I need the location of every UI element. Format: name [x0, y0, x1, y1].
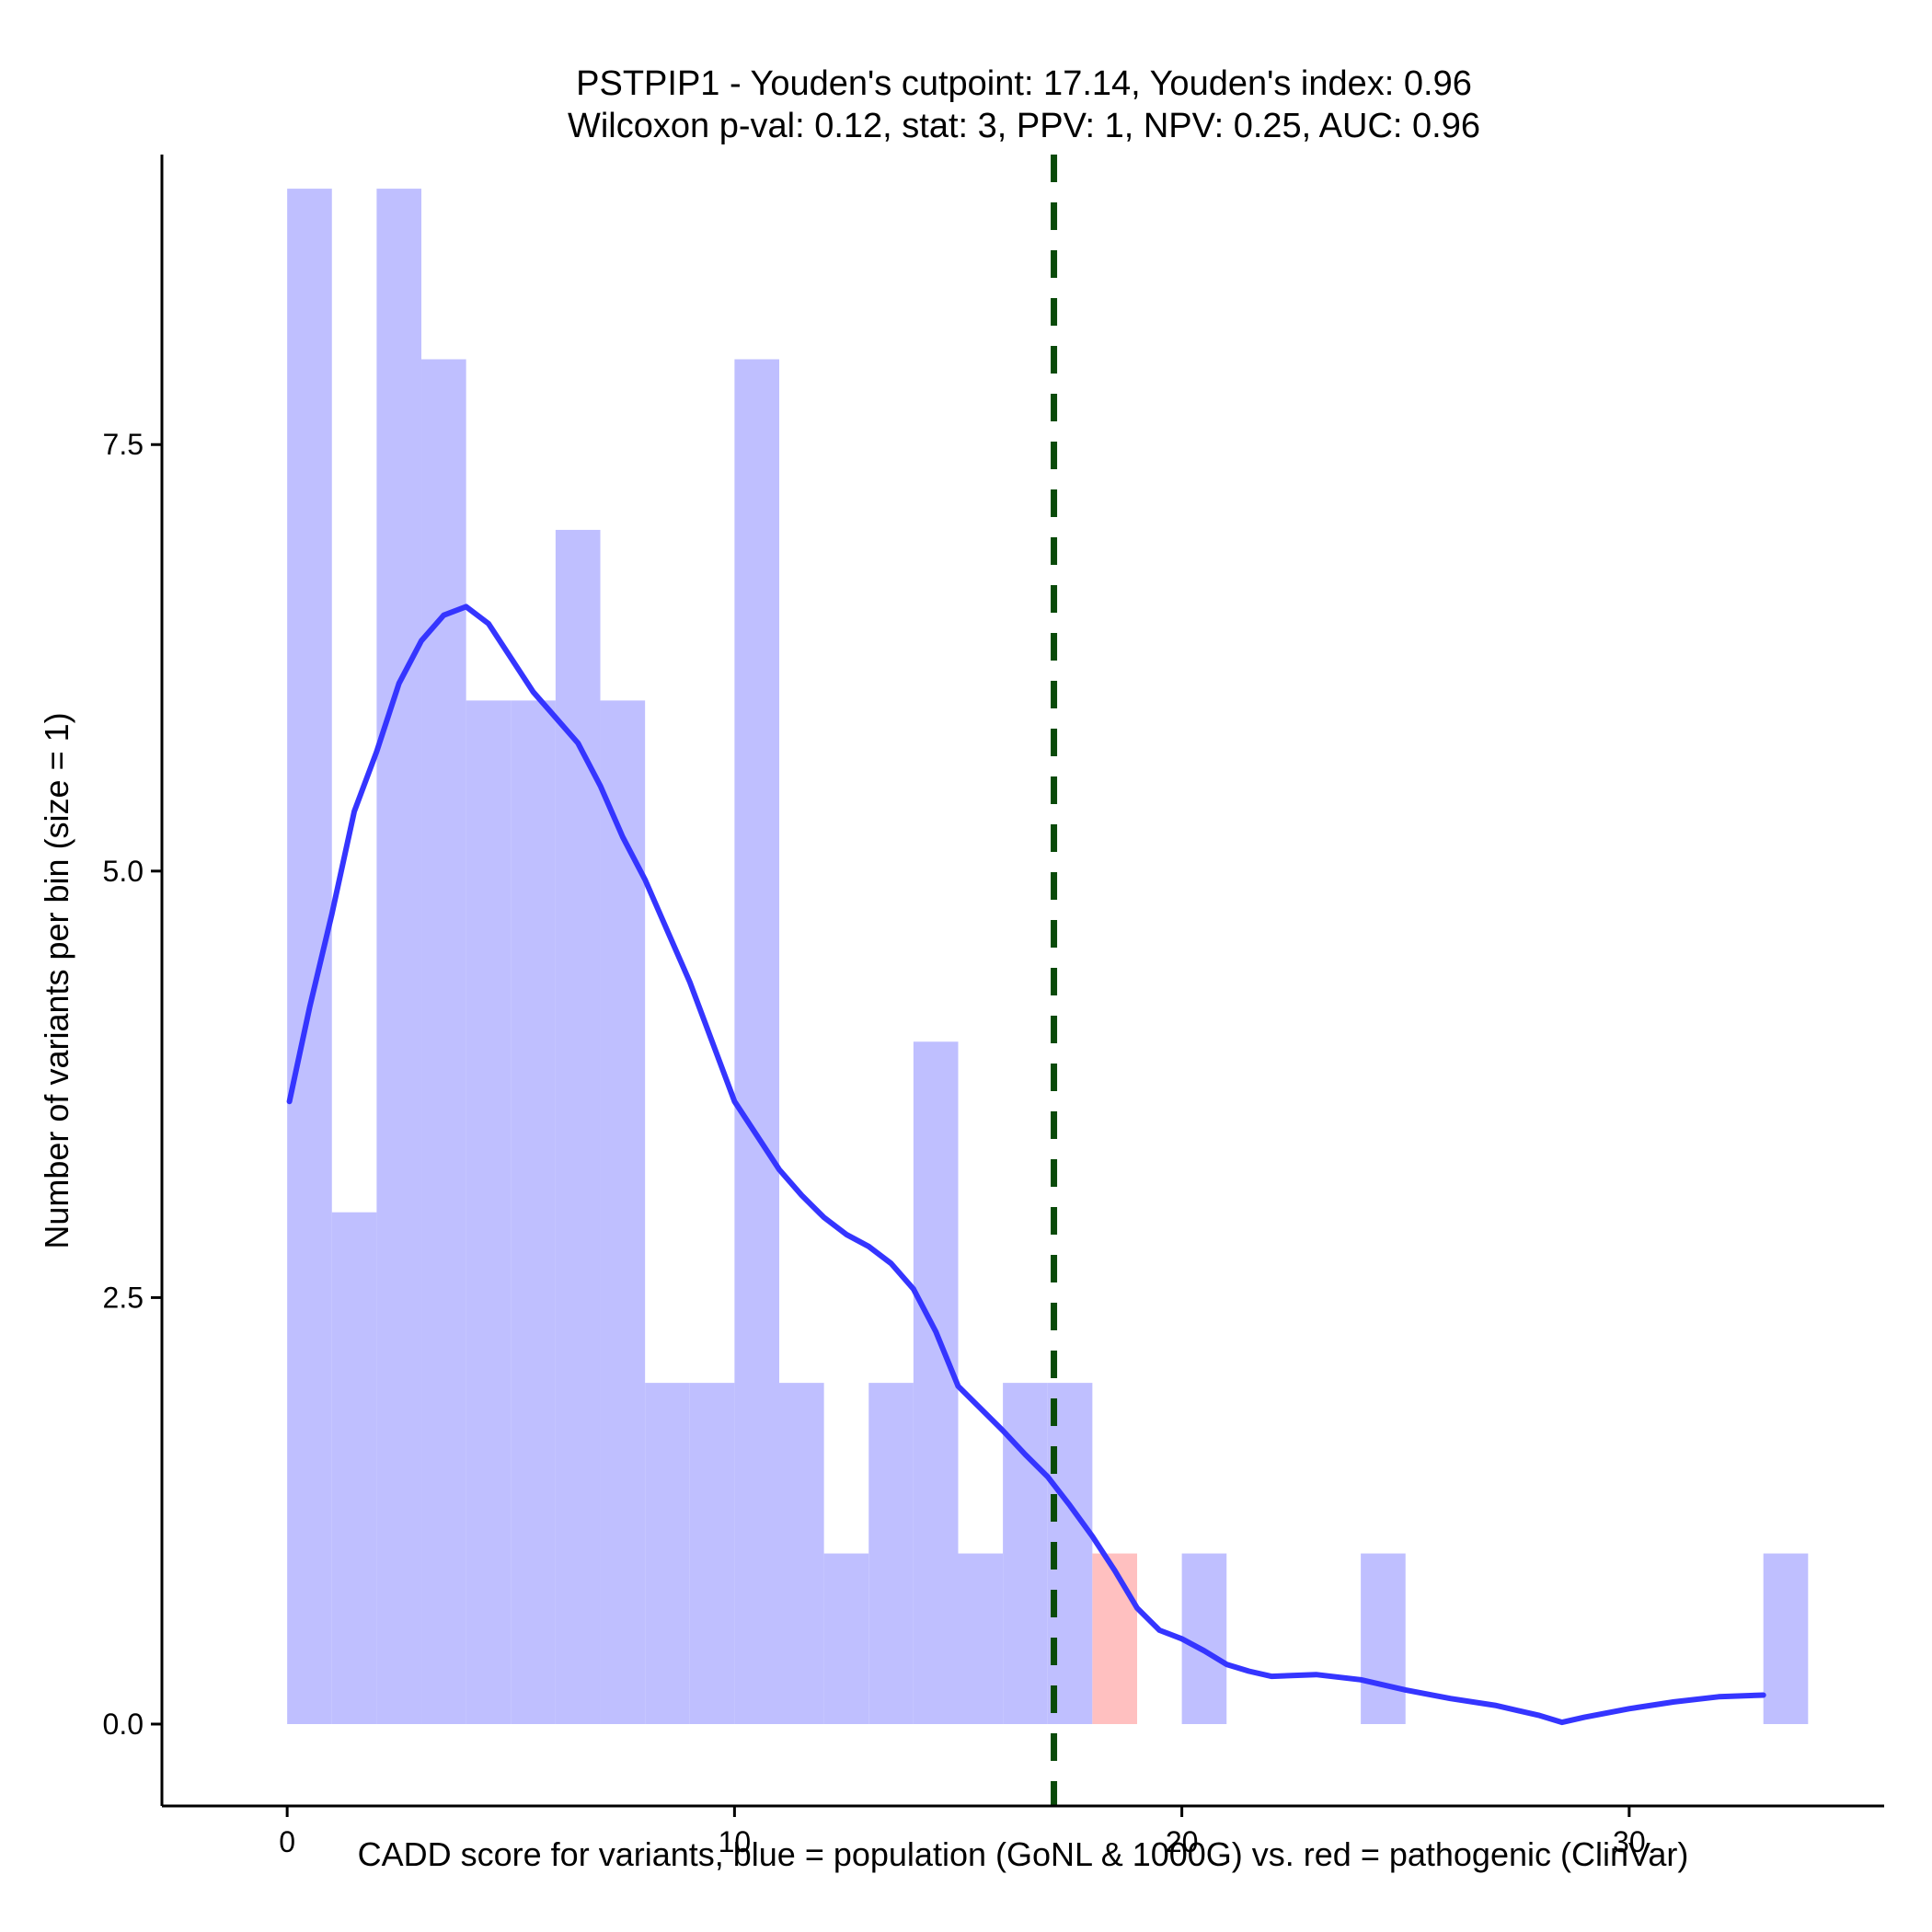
population-bar [1181, 1553, 1227, 1724]
population-bar [421, 359, 466, 1724]
population-bar [600, 700, 646, 1724]
population-bar [913, 1041, 959, 1724]
y-tick-label: 5.0 [103, 855, 144, 888]
population-bar [734, 359, 780, 1724]
y-axis-label: Number of variants per bin (size = 1) [38, 712, 75, 1248]
population-bar [689, 1383, 735, 1724]
y-axis-ticks: 0.0 2.5 5.0 7.5 [103, 428, 162, 1741]
density-line [286, 604, 1766, 1726]
population-bar [1763, 1553, 1809, 1724]
chart-subtitle: Wilcoxon p-val: 0.12, stat: 3, PPV: 1, N… [568, 107, 1480, 145]
population-bar [331, 1212, 377, 1724]
population-bar [511, 700, 556, 1724]
population-bar [645, 1383, 690, 1724]
x-axis-label: CADD score for variants, blue = populati… [358, 1835, 1689, 1873]
population-bar [779, 1383, 824, 1724]
x-axis-ticks: 0 10 20 30 [279, 1806, 1646, 1858]
x-tick-label: 10 [719, 1825, 752, 1858]
y-tick-label: 0.0 [103, 1708, 144, 1741]
y-tick-label: 7.5 [103, 428, 144, 461]
x-tick-label: 20 [1166, 1825, 1199, 1858]
population-bar [868, 1383, 914, 1724]
x-tick-label: 0 [279, 1825, 295, 1858]
y-tick-label: 2.5 [103, 1281, 144, 1314]
population-bar [823, 1553, 869, 1724]
population-bar [958, 1553, 1004, 1724]
density-line-layer [286, 604, 1766, 1726]
histogram-bars [287, 189, 1809, 1724]
population-bar [1361, 1553, 1406, 1724]
population-bar [287, 189, 332, 1724]
chart-title: PSTPIP1 - Youden's cutpoint: 17.14, Youd… [576, 64, 1472, 103]
population-bar [555, 529, 601, 1724]
x-tick-label: 30 [1613, 1825, 1646, 1858]
pathogenic-bar [1092, 1553, 1137, 1724]
population-bar [466, 700, 512, 1724]
population-bar [376, 189, 422, 1724]
